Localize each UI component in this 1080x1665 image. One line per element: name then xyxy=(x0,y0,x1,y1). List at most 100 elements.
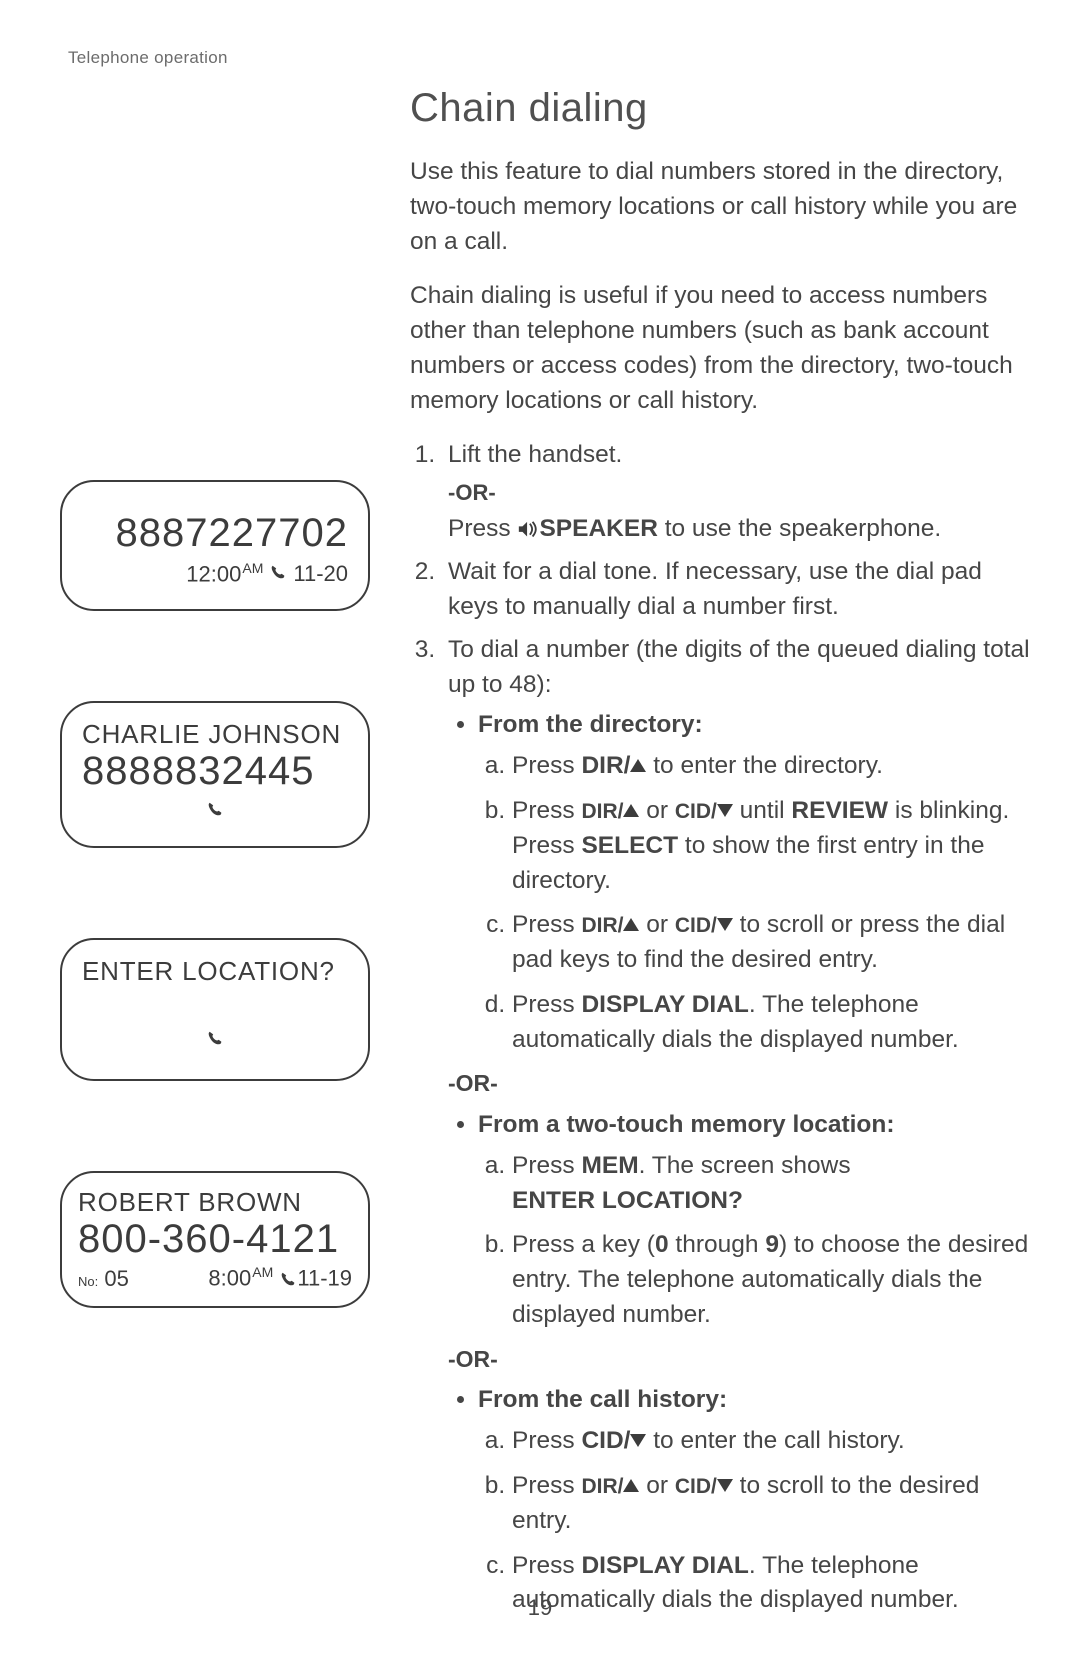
dir-b: Press DIR/ or CID/ until REVIEW is blink… xyxy=(512,794,1030,898)
handset-icon xyxy=(279,1268,297,1294)
t: Press xyxy=(512,1472,581,1499)
t: . The screen shows xyxy=(639,1152,851,1179)
t: through xyxy=(669,1231,766,1258)
step-2: Wait for a dial tone. If necessary, use … xyxy=(442,555,1030,625)
lcd-column: 8887227702 12:00AM 11-20 CHARLIE JOHNSON… xyxy=(60,480,370,1398)
speaker-label: SPEAKER xyxy=(539,515,657,542)
lcd4-name: ROBERT BROWN xyxy=(78,1187,352,1218)
lcd1-status: 12:00AM 11-20 xyxy=(82,560,348,587)
t: CID/ xyxy=(581,1427,630,1454)
up-triangle-icon xyxy=(623,804,639,817)
hist-b: Press DIR/ or CID/ to scroll to the desi… xyxy=(512,1469,1030,1539)
lcd-screen-3: ENTER LOCATION? xyxy=(60,938,370,1081)
dir-a: Press DIR/ to enter the directory. xyxy=(512,749,1030,784)
t: CID/ xyxy=(675,1475,717,1498)
handset-icon xyxy=(206,798,224,824)
step1b-post: to use the speakerphone. xyxy=(658,515,941,542)
step1b-pre: Press xyxy=(448,515,517,542)
steps-list: Lift the handset. -OR- Press SPEAKER to … xyxy=(410,438,1030,1618)
hist-steps: Press CID/ to enter the call history. Pr… xyxy=(478,1424,1030,1618)
t: Press xyxy=(512,1552,581,1579)
handset-icon xyxy=(269,561,287,587)
lcd4-date: 11-19 xyxy=(297,1266,352,1291)
lcd1-ampm: AM xyxy=(242,560,263,576)
step3-text: To dial a number (the digits of the queu… xyxy=(448,636,1030,698)
t: or xyxy=(639,1472,674,1499)
lcd3-name: ENTER LOCATION? xyxy=(82,956,348,987)
t: Press xyxy=(512,991,581,1018)
lcd1-date: 11-20 xyxy=(293,561,348,587)
lcd-screen-1: 8887227702 12:00AM 11-20 xyxy=(60,480,370,611)
lcd1-number: 8887227702 xyxy=(82,512,348,554)
dir-title: From the directory: xyxy=(478,711,703,738)
page-title: Chain dialing xyxy=(410,86,1030,131)
down-triangle-icon xyxy=(630,1434,646,1447)
t: until xyxy=(733,797,792,824)
lcd4-time: 8:00 xyxy=(208,1266,251,1291)
t: DIR/ xyxy=(581,800,623,823)
step1-text: Lift the handset. xyxy=(448,441,622,468)
lcd2-number: 8888832445 xyxy=(82,750,348,792)
t: Press xyxy=(512,1427,581,1454)
t: CID/ xyxy=(675,914,717,937)
method-memory: From a two-touch memory location: Press … xyxy=(478,1108,1030,1333)
lcd-screen-4: ROBERT BROWN 800-360-4121 No: 05 8:00AM … xyxy=(60,1171,370,1307)
t: or xyxy=(639,797,674,824)
dir-d: Press DISPLAY DIAL. The telephone automa… xyxy=(512,988,1030,1058)
or-label: -OR- xyxy=(448,477,1030,508)
lcd4-no-label: No: xyxy=(78,1274,98,1289)
lcd2-name: CHARLIE JOHNSON xyxy=(82,719,348,750)
mem-title: From a two-touch memory location: xyxy=(478,1111,895,1138)
t: to enter the call history. xyxy=(646,1427,904,1454)
t: DIR/ xyxy=(581,1475,623,1498)
t: SELECT xyxy=(581,832,678,859)
step-1: Lift the handset. -OR- Press SPEAKER to … xyxy=(442,438,1030,547)
t: DIR/ xyxy=(581,752,630,779)
page-number: 19 xyxy=(0,1595,1080,1621)
lcd1-time: 12:00 xyxy=(186,561,241,586)
method-history: From the call history: Press CID/ to ent… xyxy=(478,1383,1030,1618)
method-list: From the call history: Press CID/ to ent… xyxy=(448,1383,1030,1618)
lcd2-status xyxy=(82,798,348,824)
down-triangle-icon xyxy=(717,918,733,931)
t: ENTER LOCATION? xyxy=(512,1187,743,1214)
step-3: To dial a number (the digits of the queu… xyxy=(442,633,1030,1618)
dir-steps: Press DIR/ to enter the directory. Press… xyxy=(478,749,1030,1057)
t: DIR/ xyxy=(581,914,623,937)
hist-a: Press CID/ to enter the call history. xyxy=(512,1424,1030,1459)
lcd3-status xyxy=(82,1027,348,1053)
t: DISPLAY DIAL xyxy=(581,991,748,1018)
or-label: -OR- xyxy=(448,1343,1030,1376)
t: Press xyxy=(512,1152,581,1179)
down-triangle-icon xyxy=(717,1479,733,1492)
intro-para-1: Use this feature to dial numbers stored … xyxy=(410,155,1030,259)
handset-icon xyxy=(206,1027,224,1053)
or-label: -OR- xyxy=(448,1067,1030,1100)
t: Press xyxy=(512,797,581,824)
content-column: Chain dialing Use this feature to dial n… xyxy=(410,86,1030,1628)
lcd4-number: 800-360-4121 xyxy=(78,1218,352,1260)
hist-title: From the call history: xyxy=(478,1386,727,1413)
method-list: From a two-touch memory location: Press … xyxy=(448,1108,1030,1333)
intro-para-2: Chain dialing is useful if you need to a… xyxy=(410,279,1030,418)
mem-steps: Press MEM. The screen shows ENTER LOCATI… xyxy=(478,1149,1030,1333)
up-triangle-icon xyxy=(623,918,639,931)
t: Press a key ( xyxy=(512,1231,655,1258)
t: Press xyxy=(512,752,581,779)
t: CID/ xyxy=(675,800,717,823)
down-triangle-icon xyxy=(717,804,733,817)
t: to enter the directory. xyxy=(646,752,883,779)
lcd4-no: 05 xyxy=(104,1266,128,1291)
t: REVIEW xyxy=(791,797,888,824)
t: DISPLAY DIAL xyxy=(581,1552,748,1579)
t: or xyxy=(639,911,674,938)
t: 9 xyxy=(765,1231,779,1258)
lcd4-ampm: AM xyxy=(252,1264,273,1280)
mem-a: Press MEM. The screen shows ENTER LOCATI… xyxy=(512,1149,1030,1219)
section-header: Telephone operation xyxy=(68,48,228,68)
up-triangle-icon xyxy=(623,1479,639,1492)
t: 0 xyxy=(655,1231,669,1258)
lcd-screen-2: CHARLIE JOHNSON 8888832445 xyxy=(60,701,370,848)
method-list: From the directory: Press DIR/ to enter … xyxy=(448,708,1030,1057)
method-directory: From the directory: Press DIR/ to enter … xyxy=(478,708,1030,1057)
